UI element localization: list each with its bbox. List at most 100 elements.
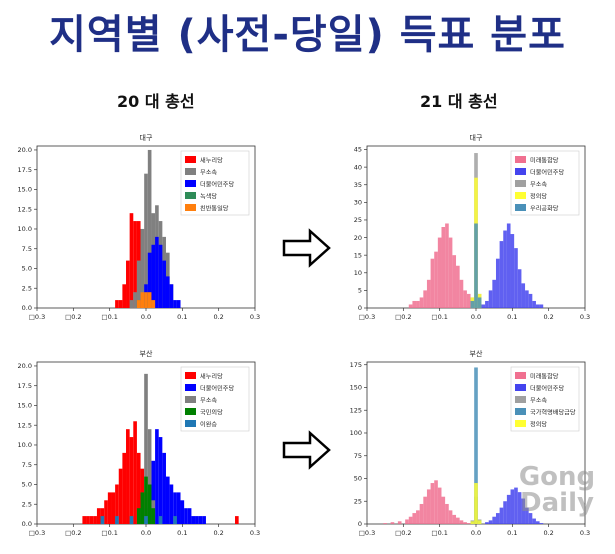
page-title: 지역별 (사전-당일) 득표 분포 (49, 12, 566, 58)
bar (499, 507, 504, 524)
bar (235, 516, 239, 524)
legend-swatch (515, 408, 526, 415)
bar (82, 516, 87, 524)
legend-swatch (515, 384, 526, 391)
y-tick-label: 45 (354, 146, 362, 154)
bar (93, 516, 97, 524)
bar (100, 516, 105, 524)
bar (140, 228, 145, 308)
legend-swatch (185, 168, 196, 175)
bar (151, 508, 156, 524)
arrow-right-icon (282, 430, 331, 470)
bar (118, 468, 123, 524)
bar (521, 498, 526, 524)
bar (187, 508, 192, 524)
bar (416, 300, 420, 308)
legend-label: 정의당 (530, 421, 547, 429)
bar (416, 510, 420, 524)
x-tick-label: 0.2 (543, 529, 553, 537)
bar (136, 260, 141, 308)
bar (169, 284, 174, 308)
y-tick-label: 125 (350, 406, 362, 414)
legend-label: 미래통합당 (530, 157, 559, 165)
bar (140, 292, 145, 308)
bar (463, 290, 467, 308)
bar (408, 304, 413, 308)
bar (96, 508, 101, 524)
bar (111, 492, 116, 524)
bar (202, 516, 206, 524)
legend-label: 더불어민주당 (200, 181, 234, 189)
legend-label: 국민의당 (200, 409, 223, 417)
bar (488, 520, 493, 524)
bar (503, 230, 507, 308)
y-tick-label: 20.0 (18, 362, 32, 370)
y-tick-label: 50 (354, 475, 362, 483)
bar (136, 300, 141, 308)
bar (445, 503, 449, 524)
bar (441, 496, 446, 524)
legend-label: 무소속 (200, 397, 217, 405)
bar (129, 516, 134, 524)
y-tick-label: 0.0 (22, 520, 32, 528)
legend-label: 우리공화당 (530, 205, 559, 213)
bar (133, 292, 137, 308)
bar (165, 276, 170, 308)
bar (510, 234, 515, 308)
bar (517, 269, 522, 308)
bar (147, 292, 152, 308)
bar (136, 452, 141, 524)
bar (158, 437, 163, 524)
x-tick-label: 0.0 (141, 313, 151, 321)
y-tick-label: 20 (354, 234, 362, 242)
bar (514, 487, 518, 524)
bar (140, 492, 145, 524)
bar (430, 258, 435, 308)
bar (118, 300, 123, 308)
bar (495, 258, 500, 308)
legend-swatch (515, 204, 526, 211)
x-tick-label: 0.3 (580, 313, 590, 321)
y-tick-label: 30 (354, 199, 362, 207)
bar (180, 500, 185, 524)
y-tick-label: 15.0 (18, 402, 32, 410)
bar (86, 516, 90, 524)
bar (144, 373, 148, 524)
bar (144, 292, 148, 308)
watermark-line1: Gong (518, 462, 596, 492)
bar (104, 500, 108, 524)
bar (155, 429, 159, 524)
bar (452, 255, 457, 308)
chart-title: 부산 (140, 349, 153, 358)
y-tick-label: 2.5 (22, 500, 32, 508)
y-tick-label: 17.5 (18, 166, 32, 174)
x-tick-label: □0.1 (431, 313, 447, 321)
bar (89, 516, 94, 524)
bar (437, 487, 442, 524)
bar (133, 421, 137, 524)
bar (147, 149, 152, 308)
bar (459, 279, 464, 308)
bar (198, 516, 203, 524)
bar (499, 241, 504, 308)
bar (165, 476, 170, 524)
histogram-busan-20: 부산 □0.3 □0.2 □0.1 0.0 0.1 0.2 0.3 0.0 2.5 5.0 7.5 10… (18, 349, 261, 537)
legend-swatch (185, 396, 196, 403)
bar (419, 297, 424, 308)
y-tick-label: 0.0 (22, 304, 32, 312)
bar (419, 503, 424, 524)
y-tick-label: 5.0 (22, 265, 32, 273)
bar (147, 429, 152, 524)
legend-swatch (185, 372, 196, 379)
y-tick-label: 17.5 (18, 382, 32, 390)
bar (510, 489, 515, 524)
y-tick-label: 2.5 (22, 284, 32, 292)
bar (466, 523, 471, 524)
y-tick-label: 0 (358, 520, 362, 528)
bar (162, 260, 166, 308)
bar (463, 522, 467, 524)
x-tick-label: 0.2 (213, 313, 223, 321)
bar (525, 507, 529, 524)
y-tick-label: 0 (358, 304, 362, 312)
x-tick-label: 0.2 (543, 313, 553, 321)
